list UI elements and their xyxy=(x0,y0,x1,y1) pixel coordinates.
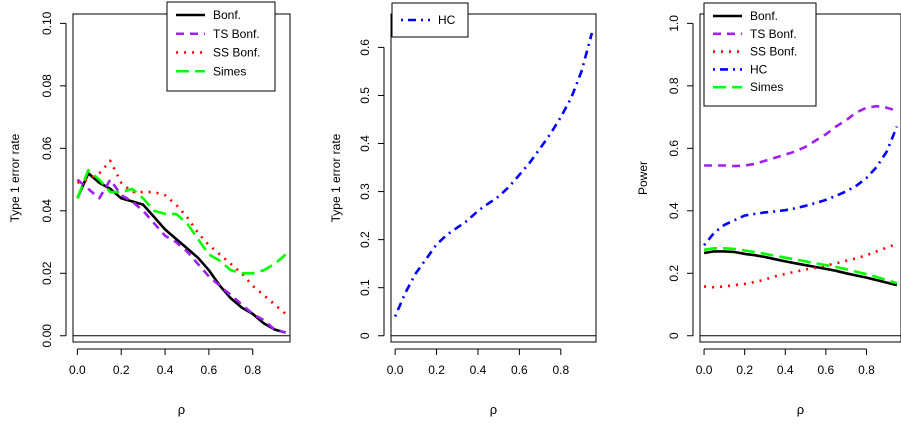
y-tick-label: 0.10 xyxy=(40,11,54,35)
x-axis-title: ρ xyxy=(178,402,185,417)
legend: Bonf. TS Bonf. SS Bonf. HC Simes xyxy=(703,2,817,107)
x-tick-label: 0.8 xyxy=(552,363,569,377)
y-tick-label: 0.8 xyxy=(667,77,681,94)
x-tick-label: 0.8 xyxy=(858,363,875,377)
plot-frame xyxy=(390,13,597,343)
y-axis-title: Type 1 error rate xyxy=(329,133,343,222)
series-line-hc xyxy=(393,32,594,318)
series-group xyxy=(393,32,594,318)
x-tick-label: 0.6 xyxy=(201,363,218,377)
legend-label: HC xyxy=(750,62,768,76)
legend-label: Simes xyxy=(213,64,246,78)
y-tick-label: 0.6 xyxy=(667,140,681,157)
y-tick-label: 0.2 xyxy=(667,265,681,282)
x-tick-label: 0.4 xyxy=(470,363,487,377)
series-line-ts-bonf xyxy=(76,178,286,334)
x-tick-label: 0.2 xyxy=(736,363,753,377)
x-tick-label: 0.0 xyxy=(387,363,404,377)
plot-panel-2: 0.0 0.2 0.4 0.6 0.8 0 0.1 0.2 0.3 0.4 0.5 0.6 ρ Type … xyxy=(329,2,597,417)
legend-box xyxy=(166,1,276,92)
y-tick-label: 0.04 xyxy=(40,199,54,223)
y-tick-label: 0 xyxy=(667,332,681,339)
series-line-hc xyxy=(703,126,899,247)
series-group xyxy=(76,159,287,334)
series-line-simes xyxy=(76,168,287,275)
plot-panel-1: 0.0 0.2 0.4 0.6 0.8 0.00 0.02 0.04 0.06 0.08 0.10 ρ… xyxy=(8,1,291,417)
series-line-ss-bonf xyxy=(703,242,898,289)
y-tick-label: 0 xyxy=(358,332,372,339)
y-tick-label: 0.4 xyxy=(358,135,372,152)
legend-label: TS Bonf. xyxy=(213,27,260,41)
x-tick-label: 0.6 xyxy=(818,363,835,377)
x-tick-label: 0.2 xyxy=(428,363,445,377)
series-line-bonf xyxy=(76,172,286,334)
legend-label: SS Bonf. xyxy=(750,45,797,59)
x-tick-label: 0.6 xyxy=(511,363,528,377)
series-group xyxy=(703,104,899,289)
x-tick-label: 0.8 xyxy=(244,363,261,377)
y-tick-label: 0.00 xyxy=(40,324,54,348)
legend-label: Bonf. xyxy=(213,8,241,22)
y-tick-label: 0.2 xyxy=(358,231,372,248)
y-axis-title: Power xyxy=(636,161,650,195)
x-tick-label: 0.0 xyxy=(69,363,86,377)
legend-box xyxy=(703,2,817,107)
plot-panel-3: 0.0 0.2 0.4 0.6 0.8 0 0.2 0.4 0.6 0.8 1.0 ρ Power Bon… xyxy=(636,2,901,417)
series-line-bonf xyxy=(703,250,898,287)
y-tick-label: 0.08 xyxy=(40,74,54,98)
y-tick-label: 0.06 xyxy=(40,136,54,160)
legend-label: TS Bonf. xyxy=(750,27,797,41)
y-axis-title: Type 1 error rate xyxy=(8,133,22,222)
series-line-ts-bonf xyxy=(704,104,898,168)
x-axis-title: ρ xyxy=(797,402,804,417)
legend: Bonf. TS Bonf. SS Bonf. Simes xyxy=(166,1,276,92)
y-tick-label: 1.0 xyxy=(667,15,681,32)
x-tick-label: 0.4 xyxy=(157,363,174,377)
x-axis-title: ρ xyxy=(490,402,497,417)
legend-label: Bonf. xyxy=(750,9,778,23)
y-tick-label: 0.4 xyxy=(667,202,681,219)
series-line-simes xyxy=(703,247,898,285)
x-tick-label: 0.2 xyxy=(113,363,130,377)
y-tick-label: 0.1 xyxy=(358,279,372,296)
legend-label: Simes xyxy=(750,80,783,94)
y-tick-label: 0.6 xyxy=(358,39,372,56)
x-tick-label: 0.4 xyxy=(777,363,794,377)
y-tick-label: 0.02 xyxy=(40,261,54,285)
legend-label: HC xyxy=(438,13,456,27)
legend-label: SS Bonf. xyxy=(213,46,260,60)
y-tick-label: 0.3 xyxy=(358,183,372,200)
y-tick-label: 0.5 xyxy=(358,87,372,104)
x-tick-label: 0.0 xyxy=(696,363,713,377)
legend: HC xyxy=(391,2,469,38)
